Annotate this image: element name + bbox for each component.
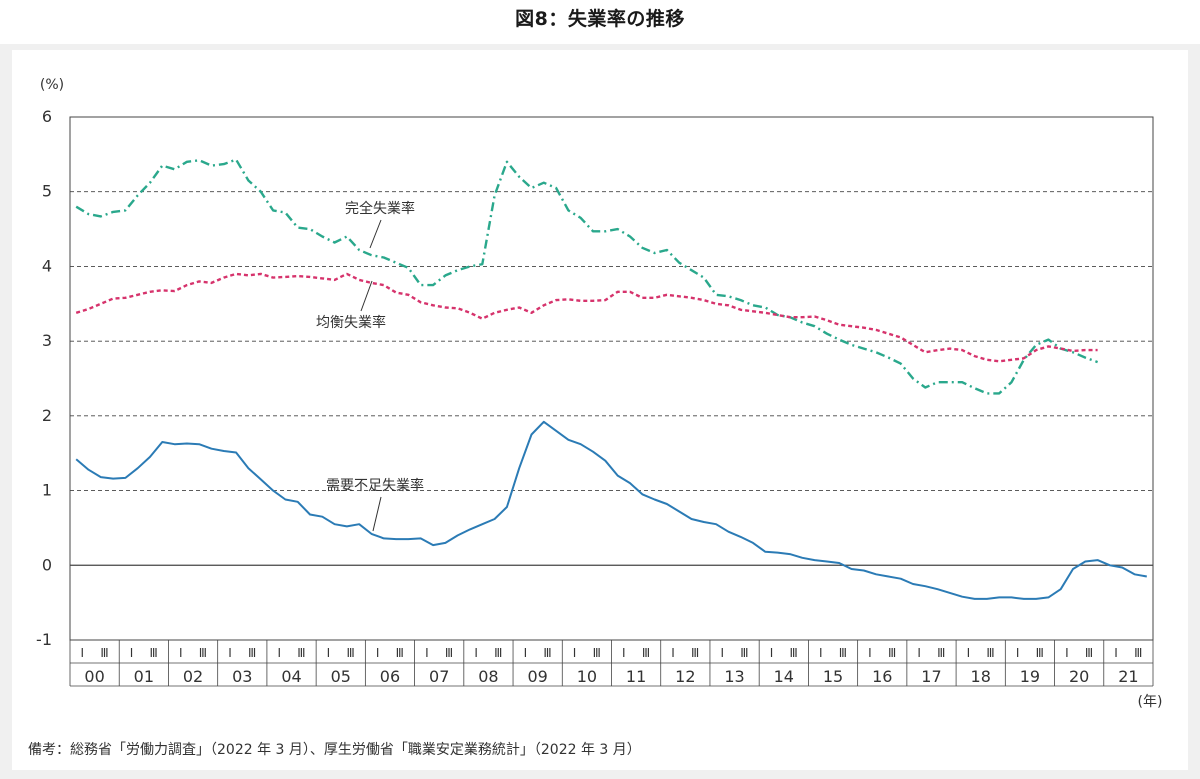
quarter-mark-III: Ⅲ — [346, 646, 354, 660]
quarter-mark-I: I — [868, 646, 872, 660]
year-label: 13 — [724, 667, 744, 686]
quarter-mark-I: I — [622, 646, 626, 660]
callout-leader — [360, 280, 373, 312]
quarter-mark-I: I — [81, 646, 85, 660]
y-tick-label: 5 — [42, 182, 52, 201]
year-label: 08 — [478, 667, 498, 686]
quarter-mark-I: I — [425, 646, 429, 660]
year-label: 10 — [577, 667, 597, 686]
y-tick-label: 1 — [42, 481, 52, 500]
quarter-mark-III: Ⅲ — [297, 646, 305, 660]
quarter-mark-III: Ⅲ — [543, 646, 551, 660]
quarter-mark-III: Ⅲ — [199, 646, 207, 660]
year-label: 02 — [183, 667, 203, 686]
year-label: 19 — [1020, 667, 1040, 686]
y-tick-label: 0 — [42, 555, 52, 574]
quarter-mark-I: I — [130, 646, 134, 660]
quarter-mark-I: I — [770, 646, 774, 660]
year-label: 21 — [1118, 667, 1138, 686]
quarter-mark-I: I — [327, 646, 331, 660]
quarter-mark-III: Ⅲ — [937, 646, 945, 660]
quarter-mark-I: I — [967, 646, 971, 660]
quarter-mark-III: Ⅲ — [691, 646, 699, 660]
quarter-mark-III: Ⅲ — [593, 646, 601, 660]
y-tick-label: -1 — [36, 630, 52, 649]
year-label: 05 — [331, 667, 351, 686]
quarter-mark-III: Ⅲ — [248, 646, 256, 660]
callout-leader — [372, 496, 382, 532]
y-tick-label: 4 — [42, 256, 52, 275]
quarter-mark-III: Ⅲ — [740, 646, 748, 660]
year-label: 16 — [872, 667, 892, 686]
y-unit-label: (%) — [40, 77, 64, 93]
series-callout-label: 均衡失業率 — [316, 314, 386, 331]
quarter-mark-III: Ⅲ — [642, 646, 650, 660]
quarter-mark-III: Ⅲ — [888, 646, 896, 660]
series-callout-label: 完全失業率 — [345, 200, 415, 217]
year-label: 15 — [823, 667, 843, 686]
chart-panel-inner — [12, 50, 1188, 770]
quarter-mark-III: Ⅲ — [150, 646, 158, 660]
year-label: 07 — [429, 667, 449, 686]
quarter-mark-III: Ⅲ — [1036, 646, 1044, 660]
quarter-mark-III: Ⅲ — [445, 646, 453, 660]
quarter-mark-III: Ⅲ — [1085, 646, 1093, 660]
quarter-mark-III: Ⅲ — [790, 646, 798, 660]
series-line — [75, 272, 1098, 363]
quarter-mark-III: Ⅲ — [396, 646, 404, 660]
series-callout-label: 需要不足失業率 — [326, 477, 424, 494]
year-label: 12 — [675, 667, 695, 686]
plot-frame — [69, 116, 1154, 641]
series-line — [75, 158, 1099, 395]
quarter-mark-I: I — [1065, 646, 1069, 660]
quarter-mark-I: I — [819, 646, 823, 660]
y-tick-label: 2 — [42, 406, 52, 425]
year-label: 06 — [380, 667, 400, 686]
quarter-mark-I: I — [277, 646, 281, 660]
y-tick-label: 3 — [42, 331, 52, 350]
year-label: 14 — [774, 667, 794, 686]
quarter-mark-III: Ⅲ — [1134, 646, 1142, 660]
series-line — [75, 420, 1147, 600]
year-label: 11 — [626, 667, 646, 686]
quarter-mark-I: I — [720, 646, 724, 660]
quarter-mark-I: I — [524, 646, 528, 660]
callout-leader — [369, 219, 382, 249]
quarter-mark-I: I — [671, 646, 675, 660]
year-label: 01 — [134, 667, 154, 686]
chart-panel — [0, 44, 1200, 779]
y-tick-label: 6 — [42, 107, 52, 126]
quarter-mark-I: I — [376, 646, 380, 660]
quarter-mark-III: Ⅲ — [100, 646, 108, 660]
source-note: 備考：総務省「労働力調査」（2022 年 3 月）、厚生労働省「職業安定業務統計… — [28, 742, 641, 758]
year-label: 09 — [527, 667, 547, 686]
year-label: 00 — [84, 667, 104, 686]
quarter-mark-I: I — [917, 646, 921, 660]
quarter-mark-I: I — [573, 646, 577, 660]
year-label: 17 — [921, 667, 941, 686]
quarter-mark-I: I — [1114, 646, 1118, 660]
year-label: 20 — [1069, 667, 1089, 686]
quarter-mark-III: Ⅲ — [839, 646, 847, 660]
year-label: 04 — [281, 667, 301, 686]
figure-title: 図8：失業率の推移 — [515, 8, 685, 30]
quarter-mark-I: I — [474, 646, 478, 660]
year-label: 18 — [971, 667, 991, 686]
quarter-mark-III: Ⅲ — [494, 646, 502, 660]
quarter-mark-I: I — [228, 646, 232, 660]
x-unit-label: (年) — [1138, 694, 1163, 710]
quarter-mark-III: Ⅲ — [986, 646, 994, 660]
quarter-mark-I: I — [1016, 646, 1020, 660]
quarter-mark-I: I — [179, 646, 183, 660]
year-label: 03 — [232, 667, 252, 686]
